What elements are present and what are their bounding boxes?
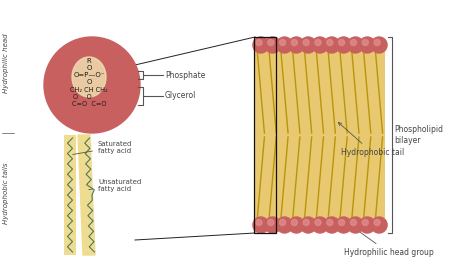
Text: O=P—O⁻: O=P—O⁻	[73, 72, 105, 78]
Circle shape	[315, 219, 321, 226]
Polygon shape	[78, 135, 95, 255]
Circle shape	[374, 219, 380, 226]
Circle shape	[336, 37, 352, 53]
Circle shape	[371, 37, 387, 53]
Circle shape	[253, 217, 269, 233]
Circle shape	[324, 37, 340, 53]
Circle shape	[280, 219, 286, 226]
Text: Hydrophilic head group: Hydrophilic head group	[344, 226, 433, 257]
Circle shape	[292, 219, 297, 226]
Text: Phospholipid
bilayer: Phospholipid bilayer	[394, 125, 443, 145]
Circle shape	[312, 37, 328, 53]
Circle shape	[44, 37, 140, 133]
Text: Unsaturated
fatty acid: Unsaturated fatty acid	[89, 179, 141, 191]
Circle shape	[338, 219, 345, 226]
Bar	[255, 52, 385, 218]
Circle shape	[347, 37, 364, 53]
Text: Saturated
fatty acid: Saturated fatty acid	[73, 140, 132, 155]
Circle shape	[338, 39, 345, 45]
Circle shape	[276, 217, 292, 233]
Circle shape	[300, 217, 316, 233]
Circle shape	[315, 39, 321, 45]
Text: O: O	[86, 65, 91, 71]
Circle shape	[300, 37, 316, 53]
Circle shape	[362, 219, 368, 226]
Circle shape	[350, 39, 356, 45]
Circle shape	[336, 217, 352, 233]
Bar	[254, 37, 276, 233]
Text: Hydrophobic tail: Hydrophobic tail	[338, 123, 404, 157]
Circle shape	[324, 217, 340, 233]
Circle shape	[303, 39, 309, 45]
Circle shape	[288, 37, 304, 53]
Circle shape	[256, 219, 262, 226]
Ellipse shape	[72, 57, 106, 97]
Circle shape	[48, 41, 136, 129]
Circle shape	[371, 217, 387, 233]
Circle shape	[268, 39, 274, 45]
Bar	[64, 135, 76, 255]
Text: Hydrophobic tails: Hydrophobic tails	[3, 162, 9, 224]
Circle shape	[359, 37, 375, 53]
Circle shape	[268, 219, 274, 226]
Text: C=O  C=O: C=O C=O	[72, 101, 106, 107]
Circle shape	[264, 37, 281, 53]
Circle shape	[253, 37, 269, 53]
Text: R: R	[87, 58, 91, 64]
Circle shape	[264, 217, 281, 233]
Circle shape	[256, 39, 262, 45]
Circle shape	[312, 217, 328, 233]
Circle shape	[292, 39, 297, 45]
Circle shape	[359, 217, 375, 233]
Circle shape	[276, 37, 292, 53]
Circle shape	[347, 217, 364, 233]
Circle shape	[280, 39, 286, 45]
Circle shape	[362, 39, 368, 45]
Circle shape	[327, 219, 333, 226]
Text: O: O	[86, 79, 91, 85]
Circle shape	[303, 219, 309, 226]
Text: Glycerol: Glycerol	[165, 92, 196, 100]
Circle shape	[52, 45, 132, 125]
Text: Phosphate: Phosphate	[165, 70, 205, 79]
Circle shape	[350, 219, 356, 226]
Text: CH₂ CH CH₂: CH₂ CH CH₂	[70, 87, 108, 93]
Circle shape	[327, 39, 333, 45]
Text: Hydrophilic head: Hydrophilic head	[3, 33, 9, 93]
Circle shape	[288, 217, 304, 233]
Circle shape	[374, 39, 380, 45]
Text: O    O: O O	[73, 94, 91, 100]
